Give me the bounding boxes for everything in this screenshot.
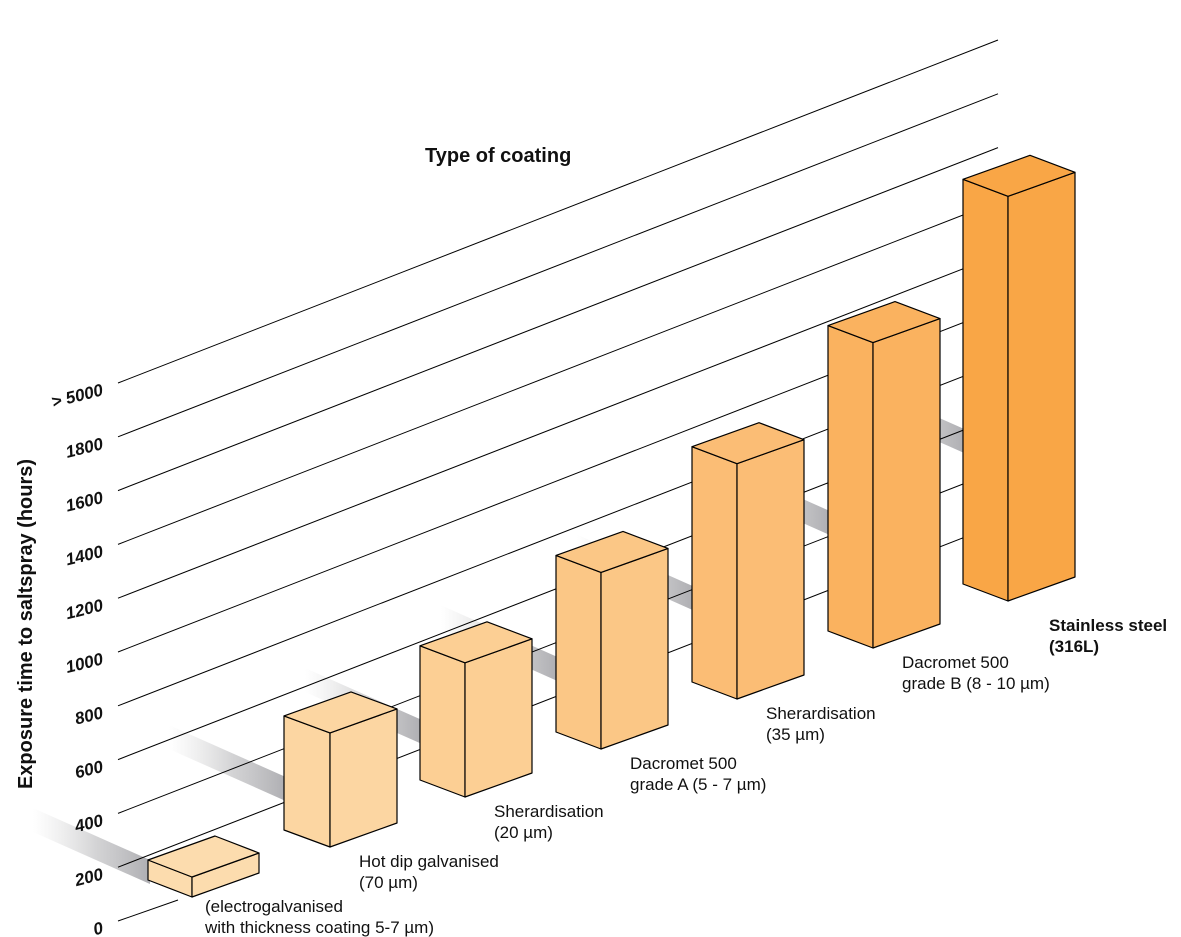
category-label: (316L) (1049, 637, 1099, 656)
category-label: Stainless steel (1049, 616, 1167, 635)
gridline (117, 147, 999, 492)
chart-title: Type of coating (425, 145, 571, 167)
bar-top-face (147, 835, 260, 878)
y-tick-label: 1600 (64, 488, 106, 516)
category-label: Sherardisation (766, 704, 876, 723)
category-label: (35 µm) (766, 725, 825, 744)
bar (827, 300, 941, 649)
bar-right-face (464, 638, 533, 798)
y-tick-label: 200 (72, 865, 106, 891)
bar (147, 835, 260, 898)
bar-top-face (691, 422, 805, 465)
bar-shadow (33, 808, 150, 884)
bar-top-face (962, 154, 1076, 197)
category-label: grade A (5 - 7 µm) (630, 775, 766, 794)
bar (283, 691, 398, 848)
bar-right-face (600, 547, 669, 750)
y-tick-label: 1800 (64, 434, 106, 462)
category-label: (20 µm) (494, 823, 553, 842)
category-label: Dacromet 500 (902, 653, 1009, 672)
bar-right-face (736, 439, 805, 700)
category-label: (70 µm) (359, 873, 418, 892)
bar-left-face (962, 178, 1009, 602)
y-tick-label: 800 (73, 703, 106, 728)
bar-left-face (555, 554, 602, 750)
bar-top-face (827, 300, 941, 344)
gridline (117, 254, 999, 599)
bar-top-face (283, 691, 398, 734)
y-tick-label: 1400 (64, 542, 106, 570)
bar-left-face (691, 446, 738, 700)
y-tick-label: 1000 (64, 649, 106, 677)
gridline (117, 39, 999, 384)
y-tick-label: 600 (73, 757, 106, 782)
y-axis-label: Exposure time to saltspray (hours) (15, 459, 37, 789)
bar-top-face (555, 530, 669, 574)
category-label: Dacromet 500 (630, 754, 737, 773)
bar-left-face (827, 324, 874, 649)
gridline (117, 200, 999, 545)
y-tick-label: 1200 (64, 596, 106, 624)
bar-right-face (1007, 171, 1076, 602)
bar-left-face (419, 645, 466, 798)
bar-top-face (419, 621, 533, 664)
bar-left-face (283, 715, 331, 848)
y-tick-label: 0 (91, 918, 105, 937)
category-label: grade B (8 - 10 µm) (902, 674, 1050, 693)
bar-shadow (169, 725, 286, 802)
category-label: with thickness coating 5-7 µm) (204, 918, 434, 937)
gridline (117, 93, 999, 438)
gridline (117, 899, 179, 922)
bar (419, 621, 533, 798)
bar (691, 422, 805, 700)
category-label: Sherardisation (494, 802, 604, 821)
category-label: Hot dip galvanised (359, 852, 499, 871)
category-label: (electrogalvanised (205, 897, 343, 916)
bar (555, 530, 669, 750)
bar-right-face (872, 317, 941, 649)
y-tick-label: 400 (72, 811, 106, 837)
bar (962, 154, 1076, 602)
y-tick-label: > 5000 (49, 380, 105, 411)
